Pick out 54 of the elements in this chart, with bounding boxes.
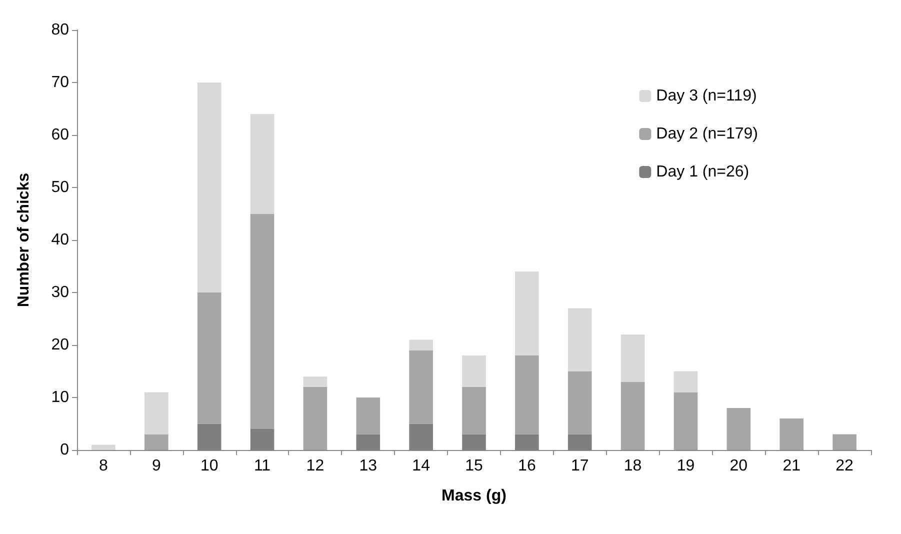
- legend-label: Day 1 (n=26): [656, 164, 750, 180]
- bar: [356, 398, 380, 434]
- x-tick-label: 15: [465, 458, 483, 474]
- bar: [303, 387, 328, 450]
- x-tick-label: 21: [782, 458, 801, 474]
- bar: [620, 382, 645, 450]
- bar: [515, 272, 539, 356]
- y-tick-label: 0: [60, 442, 70, 458]
- bar: [462, 387, 486, 434]
- y-tick-label: 10: [51, 389, 70, 406]
- y-axis-title: Number of chicks: [16, 172, 32, 308]
- bar: [568, 308, 592, 372]
- bar: [462, 356, 486, 387]
- bar: [568, 371, 592, 434]
- bar: [780, 418, 804, 450]
- x-tick-label: 16: [518, 458, 536, 474]
- y-tick-label: 20: [51, 336, 70, 354]
- bar: [674, 371, 698, 392]
- x-tick-label: 10: [200, 458, 218, 474]
- x-tick-label: 13: [359, 458, 378, 474]
- x-tick-label: 19: [676, 458, 695, 474]
- x-tick-label: 22: [836, 458, 854, 474]
- bar: [144, 434, 168, 450]
- x-tick-label: 12: [306, 458, 324, 474]
- x-tick-label: 11: [254, 458, 271, 474]
- bar: [197, 292, 222, 424]
- legend-label: Day 2 (n=179): [656, 126, 758, 142]
- x-tick-label: 20: [730, 458, 748, 474]
- bar: [409, 340, 433, 350]
- bar: [832, 434, 856, 450]
- bar: [144, 392, 168, 434]
- x-tick-label: 8: [99, 458, 108, 474]
- bar: [620, 334, 645, 382]
- x-tick-label: 18: [624, 458, 642, 474]
- bar: [250, 114, 274, 214]
- bar: [92, 444, 116, 450]
- y-tick-label: 40: [51, 232, 70, 248]
- bar: [303, 376, 328, 387]
- x-tick-label: 14: [412, 458, 430, 474]
- bar: [726, 408, 751, 450]
- legend-label: Day 3 (n=119): [656, 88, 757, 104]
- y-tick-label: 80: [51, 22, 70, 38]
- bar: [409, 350, 433, 424]
- x-tick-label: 9: [152, 458, 161, 474]
- bar: [674, 392, 698, 450]
- y-tick-label: 30: [51, 284, 70, 301]
- bar: [197, 82, 222, 292]
- x-axis-title: Mass (g): [442, 488, 506, 504]
- y-tick-label: 70: [51, 74, 70, 91]
- x-tick-label: 17: [570, 458, 589, 474]
- y-tick-label: 50: [51, 179, 70, 196]
- bar: [515, 356, 539, 434]
- bar: [250, 214, 274, 429]
- y-tick-label: 60: [51, 126, 70, 144]
